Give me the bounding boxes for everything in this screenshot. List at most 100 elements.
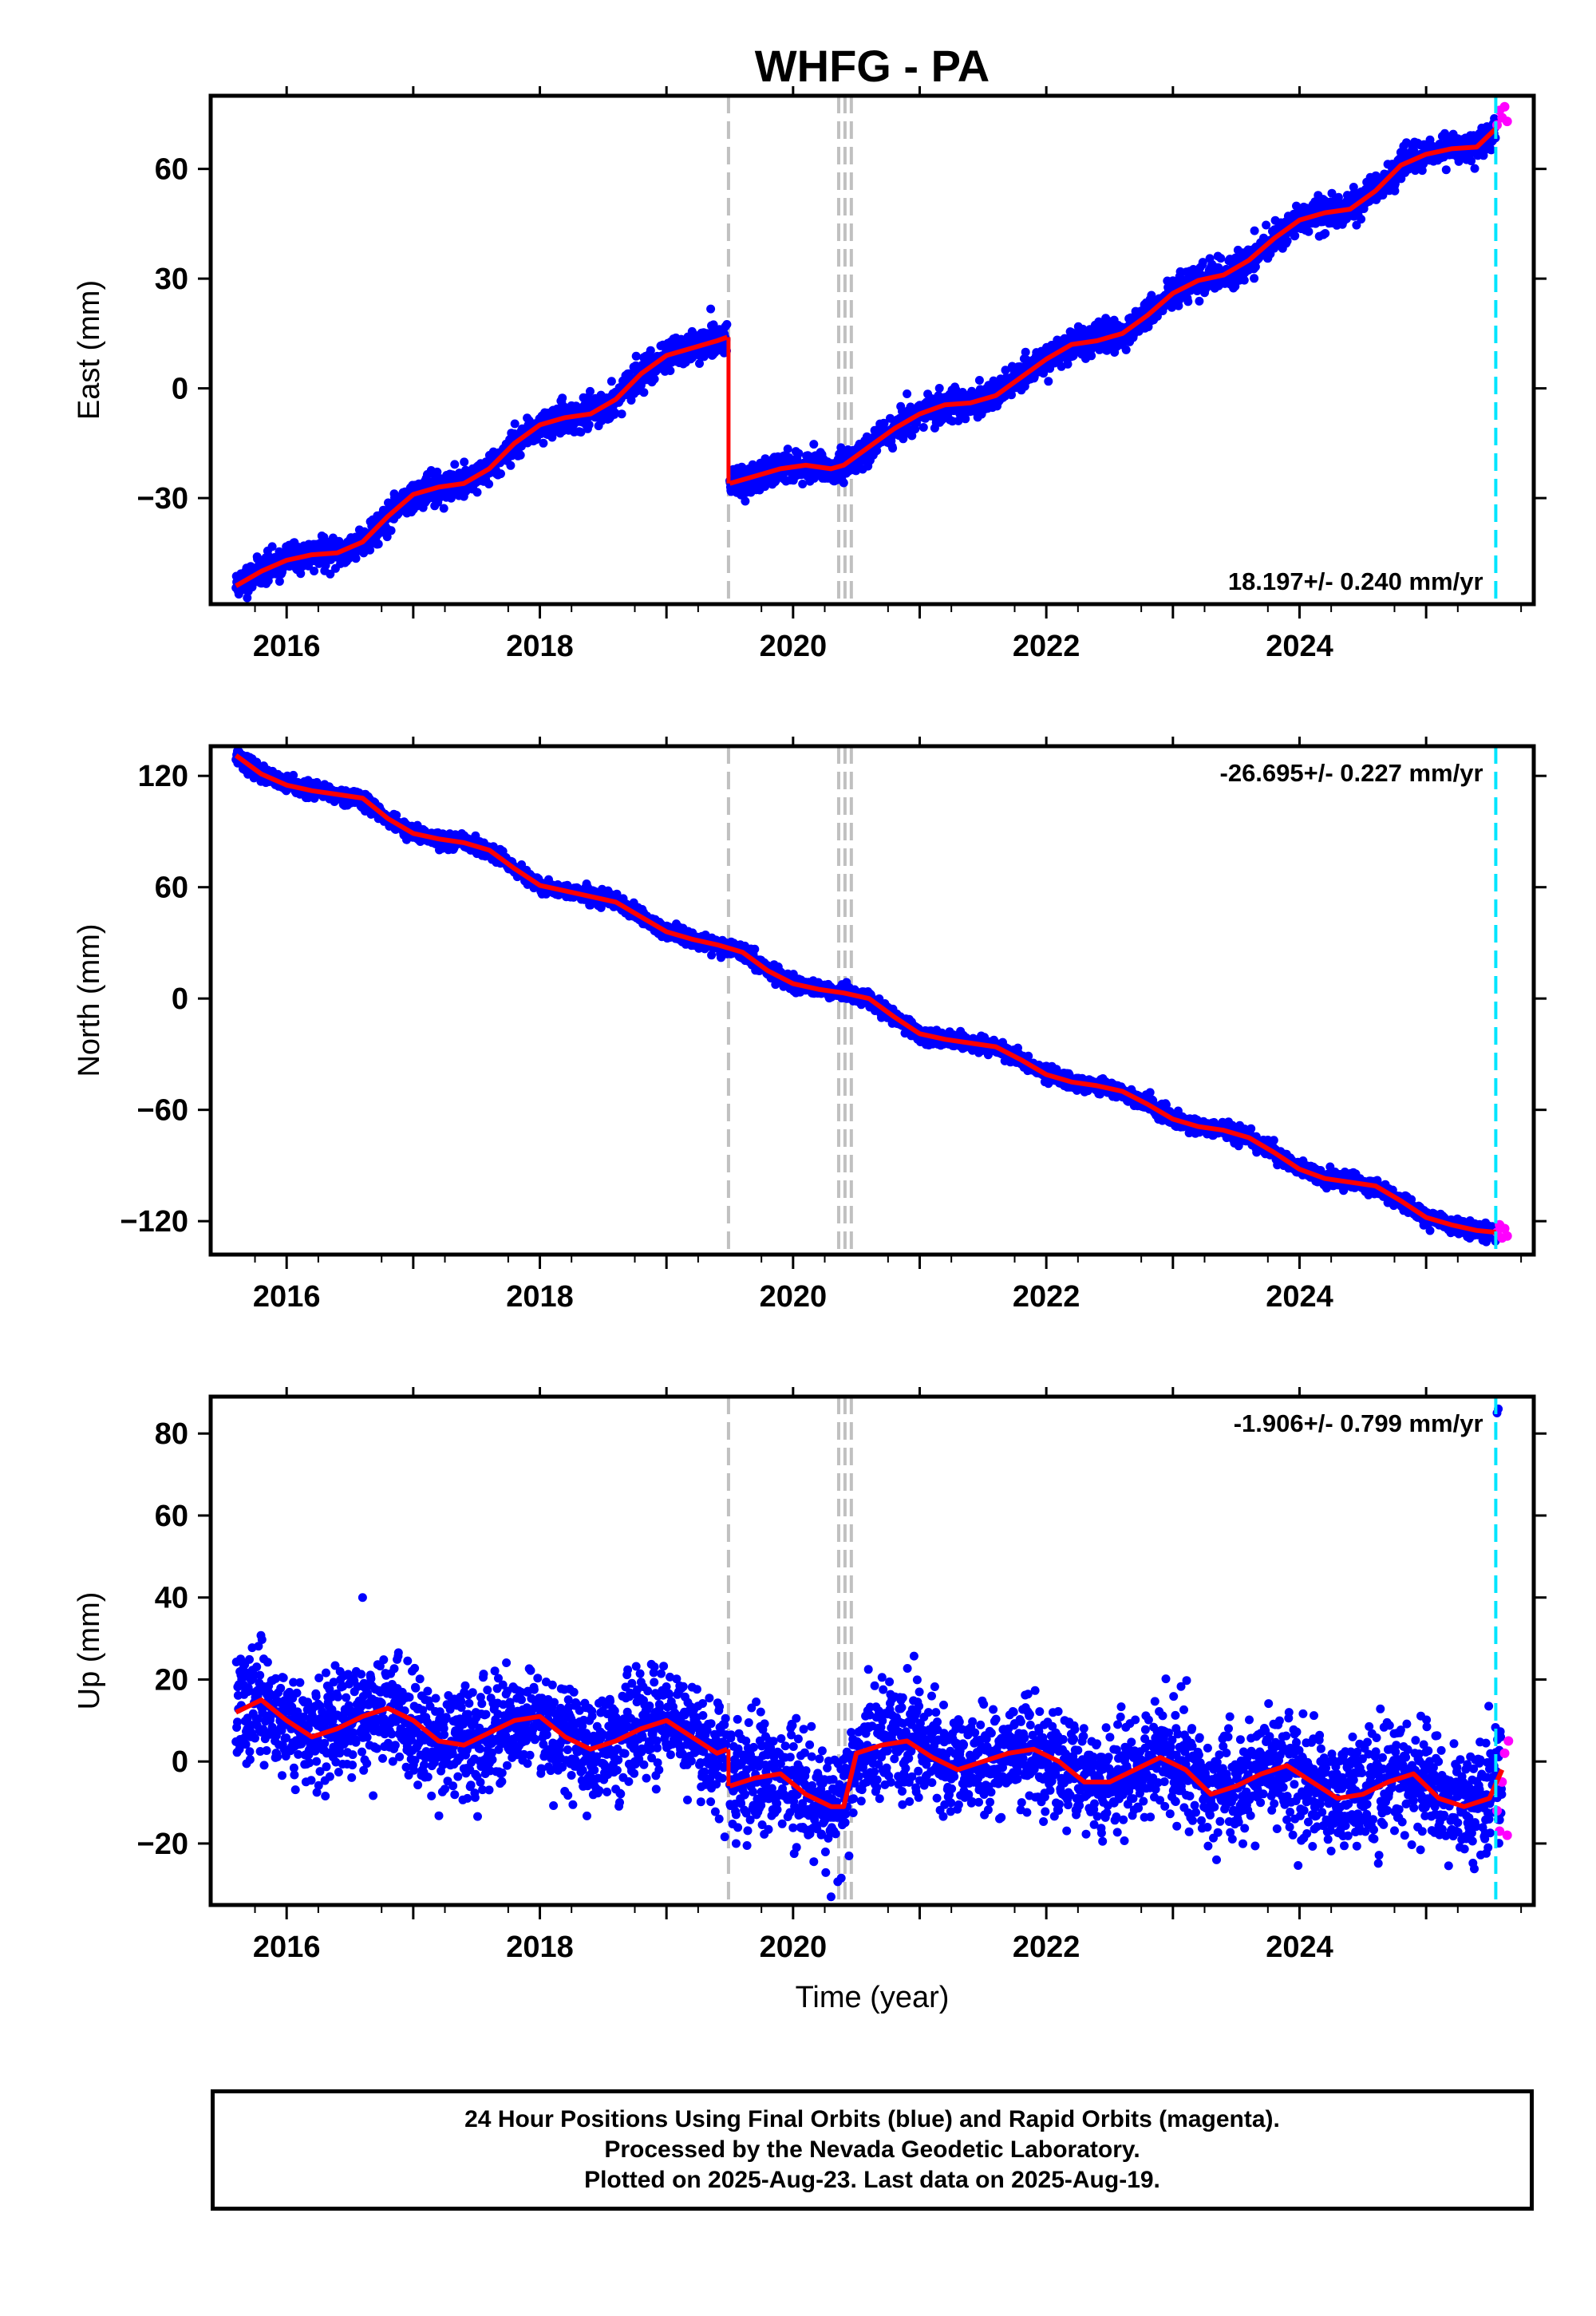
- data-point: [666, 366, 675, 375]
- panels-group: 2016 2018 2020 2022 2024 60 30 0 −30 East (mm) 18.…: [73, 86, 1547, 1964]
- x-tick-label: 2024: [1266, 630, 1333, 663]
- data-point: [934, 384, 944, 393]
- data-point: [974, 376, 984, 385]
- x-tick-label: 2018: [506, 630, 574, 663]
- data-point: [1441, 165, 1451, 175]
- data-point: [646, 346, 655, 355]
- y-tick-label: 60: [155, 153, 188, 187]
- data-point: [617, 409, 626, 419]
- data-point: [1290, 231, 1300, 240]
- rapid-orbit-point: [1502, 117, 1512, 127]
- data-point: [839, 478, 848, 488]
- data-point: [439, 504, 448, 513]
- data-point: [783, 445, 792, 454]
- rapid-orbit-point: [1499, 101, 1510, 112]
- y-tick-label: 30: [155, 263, 188, 296]
- final-orbit-points: [231, 114, 1500, 603]
- data-point: [1147, 290, 1156, 300]
- data-point: [798, 480, 808, 488]
- data-point: [912, 418, 921, 427]
- data-point: [1402, 138, 1411, 148]
- data-point: [1250, 274, 1259, 283]
- data-point: [1183, 297, 1193, 306]
- data-point: [1352, 220, 1361, 230]
- data-point: [954, 416, 963, 425]
- data-point: [1121, 345, 1131, 354]
- data-point: [722, 320, 732, 329]
- data-point: [1039, 369, 1049, 378]
- data-point: [326, 569, 335, 579]
- data-point: [558, 393, 567, 403]
- x-tick-label: 2022: [1013, 630, 1080, 663]
- rate-label-east: 18.197+/- 0.240 mm/yr: [1228, 567, 1483, 595]
- data-point: [1282, 236, 1292, 246]
- data-point: [706, 304, 716, 314]
- data-point: [1239, 275, 1249, 285]
- data-point: [539, 438, 548, 448]
- data-point: [626, 396, 636, 405]
- data-point: [1021, 347, 1030, 357]
- data-point: [586, 386, 595, 396]
- data-point: [460, 457, 469, 467]
- data-point: [365, 545, 375, 555]
- data-point: [1078, 324, 1088, 334]
- x-tick-label: 2020: [760, 630, 828, 663]
- data-point: [888, 444, 898, 453]
- data-point: [450, 460, 460, 469]
- data-point: [243, 593, 252, 603]
- data-point: [267, 542, 277, 551]
- data-point: [296, 569, 306, 579]
- data-point: [809, 440, 819, 449]
- data-point: [1216, 254, 1226, 263]
- data-point: [650, 374, 659, 384]
- x-tick-label: 2016: [253, 630, 321, 663]
- data-point: [472, 488, 482, 497]
- data-point: [510, 419, 519, 429]
- data-point: [1467, 156, 1476, 166]
- data-point: [484, 480, 494, 488]
- data-point: [1304, 227, 1314, 236]
- y-tick-label: 0: [172, 373, 188, 406]
- data-point: [373, 539, 383, 549]
- data-point: [1470, 164, 1479, 173]
- data-point: [1250, 226, 1259, 235]
- model-fit-line-0: [235, 334, 729, 588]
- data-point: [1001, 366, 1010, 375]
- data-point: [310, 567, 319, 575]
- data-point: [392, 810, 401, 820]
- data-point: [506, 460, 516, 470]
- data-point: [1327, 188, 1337, 198]
- data-point: [1250, 262, 1260, 271]
- data-point: [1479, 151, 1488, 160]
- data-point: [695, 359, 704, 368]
- data-point: [516, 450, 525, 460]
- y-tick-label: −30: [137, 482, 188, 516]
- data-point: [961, 414, 970, 424]
- data-point: [1063, 359, 1073, 369]
- data-point: [1044, 377, 1053, 386]
- data-point: [576, 428, 586, 437]
- data-point: [289, 770, 298, 780]
- data-point: [1390, 186, 1400, 196]
- plot-frame-east: [208, 93, 1536, 607]
- data-point: [275, 577, 284, 586]
- panel-east: 2016 2018 2020 2022 2024 60 30 0 −30 East (mm) 18.…: [73, 86, 1547, 663]
- chart-title: WHFG - PA: [755, 41, 990, 91]
- data-point: [351, 554, 361, 563]
- data-point: [1195, 296, 1204, 306]
- data-point: [610, 408, 620, 417]
- data-point: [741, 496, 750, 506]
- data-point: [1007, 390, 1016, 400]
- y-axis-label-east: East (mm): [73, 280, 106, 420]
- data-point: [794, 449, 804, 458]
- data-point: [631, 351, 641, 361]
- model-fit-line-1: [729, 127, 1498, 486]
- data-point: [606, 377, 616, 386]
- data-point: [1198, 258, 1207, 267]
- data-point: [879, 419, 889, 429]
- data-point: [1390, 179, 1400, 188]
- data-point: [903, 389, 912, 398]
- data-point: [918, 423, 928, 432]
